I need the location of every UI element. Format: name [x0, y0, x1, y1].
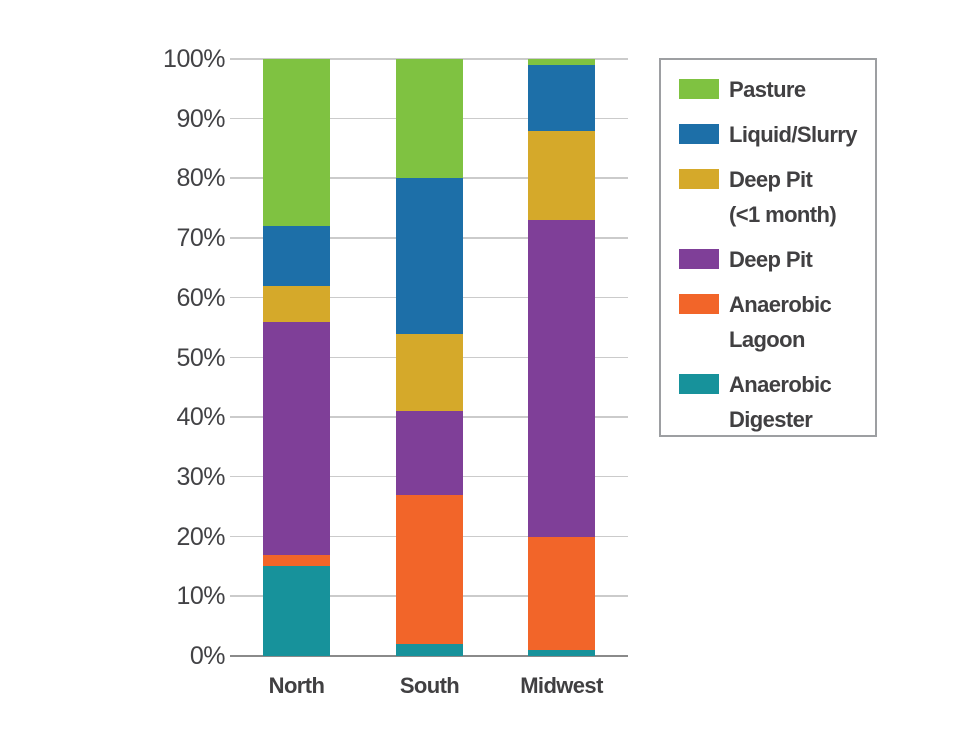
- bar-segment-south-pasture: [396, 59, 463, 179]
- y-tick-label: 10%: [176, 582, 225, 611]
- legend-row: Anaerobic Digester: [679, 367, 875, 437]
- x-category-label-south: South: [399, 673, 460, 698]
- legend-label: Anaerobic Digester: [729, 372, 832, 432]
- legend-swatch: [679, 374, 719, 394]
- legend-row: Pasture: [679, 72, 875, 107]
- legend-label: Deep Pit (<1 month): [729, 167, 837, 227]
- y-tick-label: 90%: [176, 104, 225, 133]
- y-tick-label: 20%: [176, 522, 225, 551]
- bar-segment-north-deep-pit: [263, 321, 330, 555]
- x-category-label-midwest: Midwest: [520, 673, 603, 698]
- gridline: [230, 655, 628, 657]
- y-tick-label: 100%: [163, 45, 225, 73]
- legend-swatch: [679, 294, 719, 314]
- bar-segment-midwest-anaerobic-lagoon: [528, 536, 595, 651]
- bar-segment-south-anaerobic-lagoon: [396, 494, 463, 645]
- legend-row: Liquid/Slurry: [679, 117, 875, 152]
- legend-row: Deep Pit: [679, 242, 875, 277]
- legend-swatch: [679, 249, 719, 269]
- legend-label: Liquid/Slurry: [729, 122, 857, 147]
- bar-segment-midwest-pasture: [528, 59, 595, 65]
- legend-row: Deep Pit (<1 month): [679, 162, 875, 232]
- legend-row: Anaerobic Lagoon: [679, 287, 875, 357]
- y-tick-label: 0%: [189, 642, 226, 670]
- legend-label: Pasture: [729, 77, 806, 102]
- y-tick-label: 30%: [176, 462, 225, 491]
- bar-segment-north-anaerobic-digester: [263, 566, 330, 656]
- bar-segment-north-pasture: [263, 59, 330, 227]
- legend-swatch: [679, 79, 719, 99]
- legend-label: Anaerobic Lagoon: [729, 292, 832, 352]
- y-tick-label: 60%: [176, 283, 225, 312]
- gridline: [230, 58, 628, 60]
- bar-segment-midwest-deep-pit-1-month-: [528, 130, 595, 221]
- legend: Pasture Liquid/Slurry Deep Pit (<1 month) D…: [659, 58, 877, 437]
- bar-segment-south-liquid-slurry: [396, 178, 463, 334]
- bar-segment-south-deep-pit-1-month-: [396, 333, 463, 412]
- legend-swatch: [679, 124, 719, 144]
- bar-segment-south-deep-pit: [396, 411, 463, 495]
- x-category-label-north: North: [268, 673, 325, 698]
- bar-segment-midwest-anaerobic-digester: [528, 650, 595, 656]
- y-tick-label: 80%: [176, 164, 225, 193]
- y-tick-label: 70%: [176, 224, 225, 253]
- legend-label: Deep Pit: [729, 247, 813, 272]
- y-tick-label: 50%: [176, 343, 225, 372]
- bar-segment-north-anaerobic-lagoon: [263, 554, 330, 567]
- legend-swatch: [679, 169, 719, 189]
- bar-segment-north-deep-pit-1-month-: [263, 285, 330, 322]
- bar-segment-north-liquid-slurry: [263, 226, 330, 286]
- bar-segment-midwest-deep-pit: [528, 220, 595, 537]
- bar-segment-midwest-liquid-slurry: [528, 64, 595, 131]
- bar-segment-south-anaerobic-digester: [396, 644, 463, 656]
- y-tick-label: 40%: [176, 403, 225, 432]
